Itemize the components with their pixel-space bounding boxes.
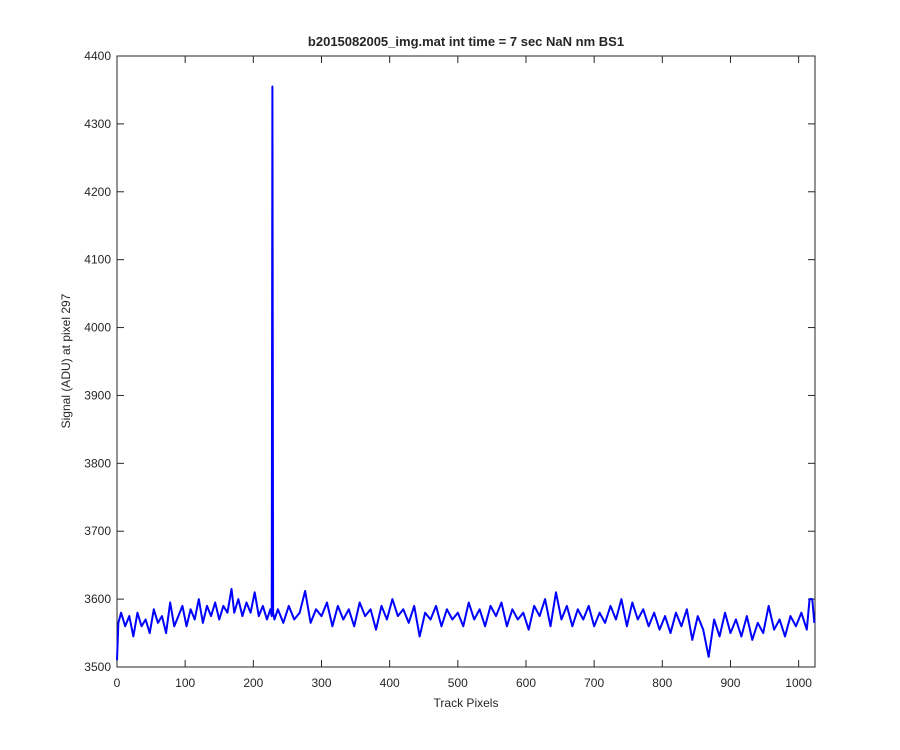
y-tick-label: 4200 [84,185,111,199]
y-tick-label: 4100 [84,253,111,267]
y-tick-label: 4300 [84,117,111,131]
y-tick-label: 3900 [84,388,111,402]
y-tick-label: 3500 [84,660,111,674]
x-tick-label: 300 [311,676,331,690]
data-line [116,85,816,661]
x-tick-label: 1000 [785,676,812,690]
y-tick-label: 3700 [84,524,111,538]
x-tick-label: 600 [516,676,536,690]
y-tick-label: 3600 [84,592,111,606]
y-tick-label: 4000 [84,321,111,335]
x-axis-label: Track Pixels [434,696,499,710]
chart-title: b2015082005_img.mat int time = 7 sec NaN… [308,34,624,49]
x-tick-label: 400 [380,676,400,690]
x-tick-label: 700 [584,676,604,690]
x-tick-label: 200 [243,676,263,690]
y-axis-label: Signal (ADU) at pixel 297 [59,293,73,428]
y-tick-label: 3800 [84,456,111,470]
x-tick-label: 900 [720,676,740,690]
x-tick-label: 0 [114,676,121,690]
x-tick-label: 100 [175,676,195,690]
x-tick-label: 500 [448,676,468,690]
x-tick-label: 800 [652,676,672,690]
plot-box [116,55,816,668]
y-tick-label: 4400 [84,49,111,63]
